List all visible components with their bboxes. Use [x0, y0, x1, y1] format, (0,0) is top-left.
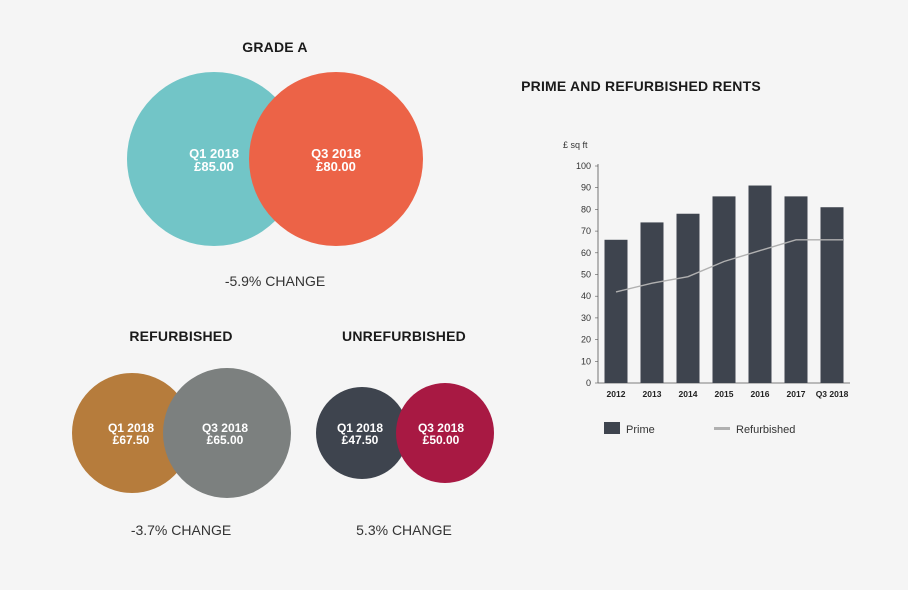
y-tick-label: 0	[586, 378, 591, 388]
grade-a-q3-label: Q3 2018 £80.00	[286, 147, 386, 173]
unrefurbished-change: 5.3% CHANGE	[356, 522, 452, 538]
chart-title: PRIME AND REFURBISHED RENTS	[521, 78, 761, 94]
x-tick-label: 2017	[787, 389, 806, 399]
y-tick-label: 10	[581, 356, 591, 366]
bar-prime-2014	[676, 213, 700, 383]
y-tick-label: 20	[581, 335, 591, 345]
unrefurbished-q1-circle	[316, 387, 408, 479]
refurbished-q3-value: £65.00	[206, 433, 244, 447]
refurbished-series-line	[615, 239, 843, 293]
legend-swatch-refurbished	[714, 427, 730, 430]
refurbished-change: -3.7% CHANGE	[130, 522, 232, 538]
refurbished-q1-period: Q1 2018	[107, 421, 155, 435]
refurbished-q3-label: Q3 2018 £65.00	[184, 422, 266, 446]
refurbished-q3-period: Q3 2018	[201, 421, 249, 435]
x-tick-label: 2014	[679, 389, 698, 399]
y-axis-label: £ sq ft	[563, 140, 588, 150]
grade-a-q3-period: Q3 2018	[311, 146, 361, 161]
y-tick-label: 70	[581, 226, 591, 236]
y-tick-label: 40	[581, 291, 591, 301]
grade-a-q1-value: £85.00	[194, 159, 234, 174]
grade-a-q3-circle	[249, 72, 423, 246]
rent-bar-chart: £ sq ft 0 10 20 30 40 50 60 70 80 90 100 2012 2013 201…	[563, 140, 850, 399]
y-tick-label: 90	[581, 183, 591, 193]
unrefurbished-q1-period: Q1 2018	[336, 421, 384, 435]
grade-a-q3-value: £80.00	[316, 159, 356, 174]
refurbished-q1-value: £67.50	[112, 433, 150, 447]
bar-prime-2013	[640, 222, 664, 383]
x-tick-label: 2015	[715, 389, 734, 399]
x-tick-label: 2013	[643, 389, 662, 399]
refurbished-q3-circle	[163, 368, 291, 498]
grade-a-q1-label: Q1 2018 £85.00	[164, 147, 264, 173]
bar-prime-2016	[748, 185, 772, 383]
refurbished-q1-label: Q1 2018 £67.50	[90, 422, 172, 446]
legend-label-prime: Prime	[626, 424, 655, 436]
x-tick-label: Q3 2018	[816, 389, 849, 399]
grade-a-q1-period: Q1 2018	[189, 146, 239, 161]
y-tick-label: 100	[576, 161, 591, 171]
refurbished-title: REFURBISHED	[129, 328, 233, 344]
unrefurbished-q3-value: £50.00	[422, 433, 460, 447]
legend-swatch-prime	[604, 422, 620, 434]
unrefurbished-q1-value: £47.50	[341, 433, 379, 447]
bar-prime-2017	[784, 196, 808, 383]
bar-prime-q3-2018	[820, 207, 844, 383]
grade-a-change: -5.9% CHANGE	[224, 273, 326, 289]
y-tick-label: 30	[581, 313, 591, 323]
unrefurbished-title: UNREFURBISHED	[342, 328, 466, 344]
x-tick-label: 2012	[607, 389, 626, 399]
legend-label-refurbished: Refurbished	[736, 424, 796, 436]
unrefurbished-q1-label: Q1 2018 £47.50	[322, 422, 398, 446]
unrefurbished-q3-period: Q3 2018	[417, 421, 465, 435]
grade-a-title: GRADE A	[242, 39, 308, 55]
x-tick-label: 2016	[751, 389, 770, 399]
y-tick-label: 80	[581, 204, 591, 214]
unrefurbished-q3-circle	[396, 383, 494, 483]
bar-prime-2012	[604, 239, 628, 383]
y-tick-label: 50	[581, 270, 591, 280]
y-tick-label: 60	[581, 248, 591, 258]
bar-prime-2015	[712, 196, 736, 383]
unrefurbished-q3-label: Q3 2018 £50.00	[403, 422, 479, 446]
